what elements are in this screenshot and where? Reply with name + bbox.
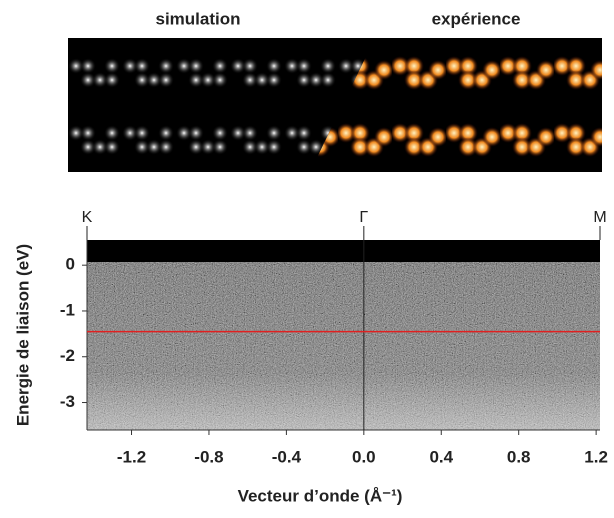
symmetry-label: M xyxy=(593,209,606,226)
symmetry-label: Γ xyxy=(359,209,368,226)
saturated-band xyxy=(87,240,600,262)
x-tick-label: 0.4 xyxy=(429,447,453,466)
x-tick-label: -1.2 xyxy=(117,447,146,466)
panel-label: expérience xyxy=(432,9,521,28)
x-tick-label: -0.4 xyxy=(272,447,302,466)
x-tick-label: 0.8 xyxy=(507,447,531,466)
x-tick-label: 0.0 xyxy=(352,447,376,466)
y-axis-label: Energie de liaison (eV) xyxy=(13,244,32,426)
y-tick-label: -1 xyxy=(60,300,75,319)
y-tick-label: -3 xyxy=(60,392,75,411)
panel-label: simulation xyxy=(155,9,240,28)
x-tick-label: 1.2 xyxy=(584,447,608,466)
symmetry-label: K xyxy=(82,209,93,226)
x-tick-label: -0.8 xyxy=(194,447,223,466)
arpes-shading xyxy=(87,240,600,430)
x-axis-label: Vecteur d’onde (Å⁻¹) xyxy=(238,486,403,505)
y-tick-label: -2 xyxy=(60,346,75,365)
y-tick-label: 0 xyxy=(66,255,75,274)
